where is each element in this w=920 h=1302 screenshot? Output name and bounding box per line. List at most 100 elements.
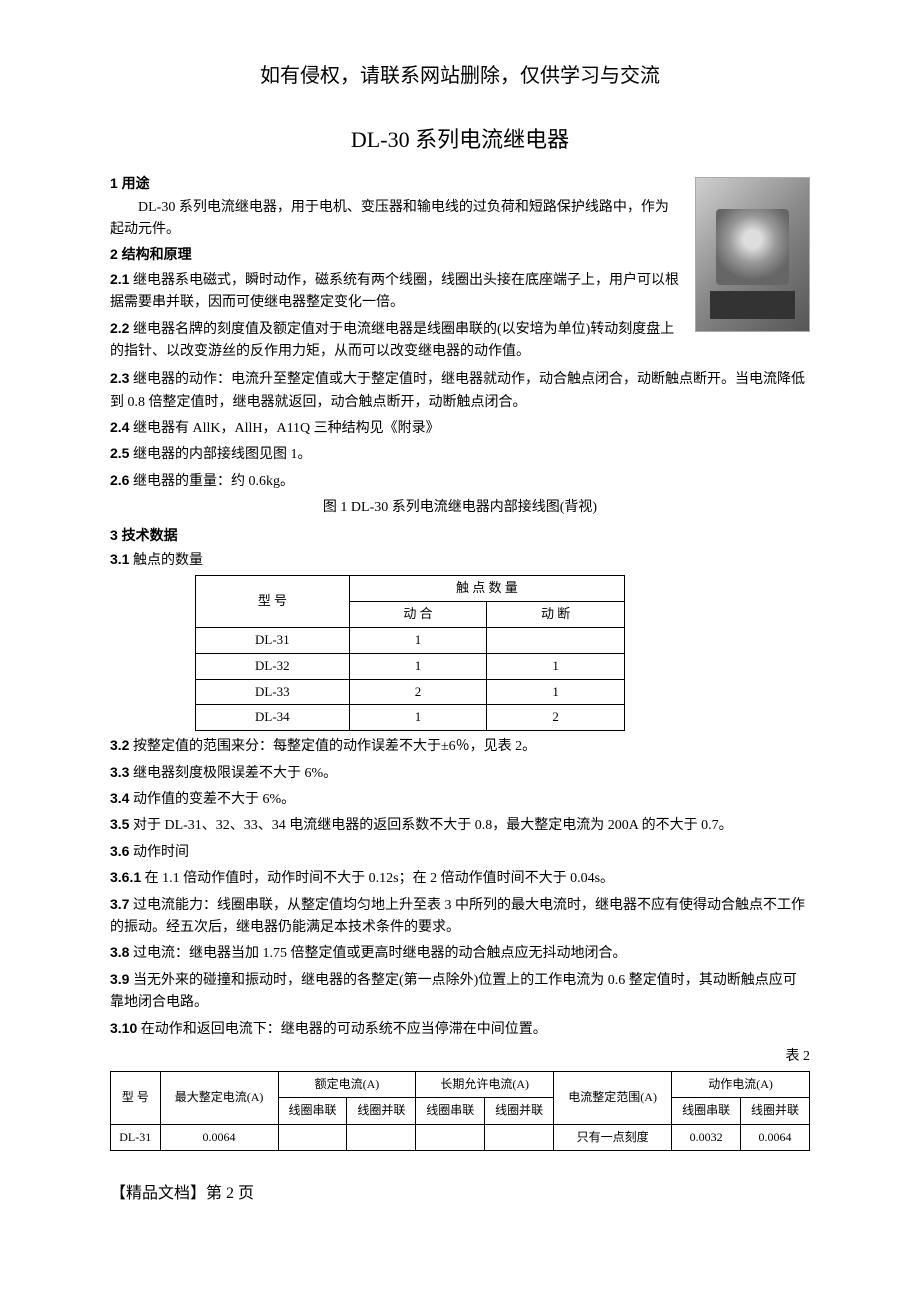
- product-image: [695, 177, 810, 332]
- cell-no: 1: [487, 679, 625, 705]
- text-21: 继电器系电磁式，瞬时动作，磁系统有两个线圈，线圈出头接在底座端子上，用户可以根据…: [110, 273, 679, 310]
- th-qty: 触 点 数 量: [349, 576, 624, 602]
- th-no: 动 断: [487, 602, 625, 628]
- para-37: 3.7 过电流能力：线圈串联，从整定值均匀地上升至表 3 中所列的最大电流时，继…: [110, 893, 810, 940]
- text-33: 继电器刻度极限误差不大于 6%。: [129, 766, 337, 781]
- cell-model: DL-33: [196, 679, 350, 705]
- table-row: DL-31 0.0064 只有一点刻度 0.0032 0.0064: [111, 1124, 810, 1150]
- cell-nc: 2: [349, 679, 487, 705]
- text-37: 过电流能力：线圈串联，从整定值均匀地上升至表 3 中所列的最大电流时，继电器不应…: [110, 898, 805, 935]
- table2-label: 表 2: [110, 1046, 810, 1068]
- cell-nc: 1: [349, 628, 487, 654]
- text-35: 对于 DL-31、32、33、34 电流继电器的返回系数不大于 0.8，最大整定…: [129, 818, 732, 833]
- para-24: 2.4 继电器有 AllK，AllH，A11Q 三种结构见《附录》: [110, 416, 810, 440]
- num-21: 2.1: [110, 271, 129, 287]
- para-26: 2.6 继电器的重量：约 0.6kg。: [110, 469, 810, 493]
- num-33: 3.3: [110, 764, 129, 780]
- para-34: 3.4 动作值的变差不大于 6%。: [110, 787, 810, 811]
- cell-model: DL-32: [196, 653, 350, 679]
- table-row: DL-33 2 1: [196, 679, 625, 705]
- num-39: 3.9: [110, 971, 129, 987]
- num-361: 3.6.1: [110, 869, 141, 885]
- num-36: 3.6: [110, 843, 129, 859]
- text-32: 按整定值的范围来分：每整定值的动作误差不大于±6％，见表 2。: [129, 739, 536, 754]
- th2-action: 动作电流(A): [672, 1072, 810, 1098]
- th2-act-p: 线圈并联: [741, 1098, 810, 1124]
- num-26: 2.6: [110, 472, 129, 488]
- text-26: 继电器的重量：约 0.6kg。: [129, 474, 294, 489]
- num-35: 3.5: [110, 816, 129, 832]
- cell2-model: DL-31: [111, 1124, 161, 1150]
- section3-title: 3 技术数据: [110, 524, 810, 546]
- th-model: 型 号: [196, 576, 350, 628]
- th2-rated-p: 线圈并联: [347, 1098, 416, 1124]
- num-37: 3.7: [110, 896, 129, 912]
- para-36: 3.6 动作时间: [110, 840, 810, 864]
- para-25: 2.5 继电器的内部接线图见图 1。: [110, 442, 810, 466]
- num-31: 3.1: [110, 551, 129, 567]
- text-31: 触点的数量: [129, 553, 203, 568]
- cell2-rated-s: [278, 1124, 347, 1150]
- table-specs: 型 号 最大整定电流(A) 额定电流(A) 长期允许电流(A) 电流整定范围(A…: [110, 1071, 810, 1151]
- num-22: 2.2: [110, 320, 129, 336]
- page-footer: 【精品文档】第 2 页: [110, 1181, 810, 1207]
- th2-range: 电流整定范围(A): [554, 1072, 672, 1124]
- cell2-lt-s: [416, 1124, 485, 1150]
- para-23: 2.3 继电器的动作：电流升至整定值或大于整定值时，继电器就动作，动合触点闭合，…: [110, 367, 810, 414]
- th2-lt-p: 线圈并联: [485, 1098, 554, 1124]
- th2-longterm: 长期允许电流(A): [416, 1072, 554, 1098]
- text-36: 动作时间: [129, 845, 189, 860]
- fig1-caption: 图 1 DL-30 系列电流继电器内部接线图(背视): [110, 497, 810, 519]
- text-22: 继电器名牌的刻度值及额定值对于电流继电器是线圈串联的(以安培为单位)转动刻度盘上…: [110, 322, 674, 359]
- text-310: 在动作和返回电流下：继电器的可动系统不应当停滞在中间位置。: [137, 1022, 547, 1037]
- text-34: 动作值的变差不大于 6%。: [129, 792, 295, 807]
- cell2-rated-p: [347, 1124, 416, 1150]
- table-contacts: 型 号 触 点 数 量 动 合 动 断 DL-31 1 DL-32 1 1 DL…: [195, 575, 625, 731]
- text-38: 过电流：继电器当加 1.75 倍整定值或更高时继电器的动合触点应无抖动地闭合。: [129, 946, 626, 961]
- main-title: DL-30 系列电流继电器: [110, 122, 810, 157]
- para-361: 3.6.1 在 1.1 倍动作值时，动作时间不大于 0.12s；在 2 倍动作值…: [110, 866, 810, 890]
- th2-maxset: 最大整定电流(A): [160, 1072, 278, 1124]
- th2-act-s: 线圈串联: [672, 1098, 741, 1124]
- th2-lt-s: 线圈串联: [416, 1098, 485, 1124]
- cell2-act-s: 0.0032: [672, 1124, 741, 1150]
- num-310: 3.10: [110, 1020, 137, 1036]
- text-23: 继电器的动作：电流升至整定值或大于整定值时，继电器就动作，动合触点闭合，动断触点…: [110, 372, 805, 409]
- num-34: 3.4: [110, 790, 129, 806]
- para-38: 3.8 过电流：继电器当加 1.75 倍整定值或更高时继电器的动合触点应无抖动地…: [110, 941, 810, 965]
- th2-rated-s: 线圈串联: [278, 1098, 347, 1124]
- cell2-lt-p: [485, 1124, 554, 1150]
- cell-model: DL-34: [196, 705, 350, 731]
- text-25: 继电器的内部接线图见图 1。: [129, 447, 311, 462]
- num-23: 2.3: [110, 370, 129, 386]
- para-33: 3.3 继电器刻度极限误差不大于 6%。: [110, 761, 810, 785]
- cell2-maxset: 0.0064: [160, 1124, 278, 1150]
- cell-no: 1: [487, 653, 625, 679]
- th-nc: 动 合: [349, 602, 487, 628]
- cell2-act-p: 0.0064: [741, 1124, 810, 1150]
- para-31: 3.1 触点的数量: [110, 548, 810, 572]
- th2-rated: 额定电流(A): [278, 1072, 416, 1098]
- para-35: 3.5 对于 DL-31、32、33、34 电流继电器的返回系数不大于 0.8，…: [110, 813, 810, 837]
- cell-nc: 1: [349, 653, 487, 679]
- para-310: 3.10 在动作和返回电流下：继电器的可动系统不应当停滞在中间位置。: [110, 1017, 810, 1041]
- cell-no: [487, 628, 625, 654]
- num-24: 2.4: [110, 419, 129, 435]
- num-25: 2.5: [110, 445, 129, 461]
- header-notice: 如有侵权，请联系网站删除，仅供学习与交流: [110, 60, 810, 92]
- num-32: 3.2: [110, 737, 129, 753]
- para-32: 3.2 按整定值的范围来分：每整定值的动作误差不大于±6％，见表 2。: [110, 734, 810, 758]
- text-24: 继电器有 AllK，AllH，A11Q 三种结构见《附录》: [129, 421, 439, 436]
- table-row: DL-31 1: [196, 628, 625, 654]
- para-39: 3.9 当无外来的碰撞和振动时，继电器的各整定(第一点除外)位置上的工作电流为 …: [110, 968, 810, 1015]
- th2-model: 型 号: [111, 1072, 161, 1124]
- cell-no: 2: [487, 705, 625, 731]
- text-361: 在 1.1 倍动作值时，动作时间不大于 0.12s；在 2 倍动作值时间不大于 …: [141, 871, 614, 886]
- table-row: DL-34 1 2: [196, 705, 625, 731]
- num-38: 3.8: [110, 944, 129, 960]
- cell-model: DL-31: [196, 628, 350, 654]
- cell2-range: 只有一点刻度: [554, 1124, 672, 1150]
- text-39: 当无外来的碰撞和振动时，继电器的各整定(第一点除外)位置上的工作电流为 0.6 …: [110, 973, 797, 1010]
- table-row: DL-32 1 1: [196, 653, 625, 679]
- cell-nc: 1: [349, 705, 487, 731]
